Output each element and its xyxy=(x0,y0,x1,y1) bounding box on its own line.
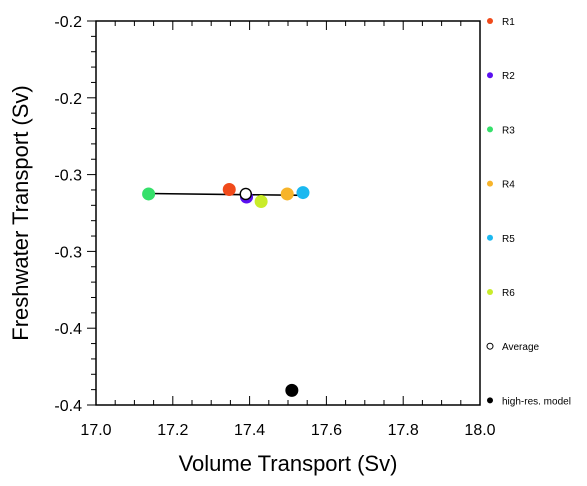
data-marks xyxy=(142,182,310,397)
data-point-r4 xyxy=(280,187,294,201)
legend-label-r3: R3 xyxy=(502,125,515,136)
legend-label-r4: R4 xyxy=(502,180,515,191)
legend-marker-r1 xyxy=(487,18,493,24)
x-tick-label: 17.8 xyxy=(388,422,419,439)
y-axis-ticks: -0.2 -0.2 -0.3 -0.3 -0.4 -0.4 xyxy=(54,14,96,415)
x-axis-ticks: 17.0 17.2 17.4 17.6 17.8 18.0 xyxy=(80,21,496,439)
y-tick-label: -0.4 xyxy=(54,398,82,415)
legend-label-r5: R5 xyxy=(502,234,515,245)
x-tick-label: 18.0 xyxy=(464,422,495,439)
y-axis-label: Freshwater Transport (Sv) xyxy=(8,85,33,341)
x-axis-label: Volume Transport (Sv) xyxy=(179,451,398,476)
legend-label-r1: R1 xyxy=(502,17,515,28)
legend-marker-r3 xyxy=(487,126,493,133)
data-point-r1 xyxy=(222,182,236,196)
x-tick-label: 17.6 xyxy=(311,422,342,439)
x-tick-label: 17.0 xyxy=(80,422,111,439)
y-tick-label: -0.4 xyxy=(54,321,82,338)
x-tick-label: 17.2 xyxy=(157,422,188,439)
legend-marker-average xyxy=(486,342,494,350)
legend-label-r6: R6 xyxy=(502,288,515,299)
legend-marker-r2 xyxy=(487,72,493,79)
data-point-average xyxy=(239,187,252,201)
data-point-r6 xyxy=(254,194,268,208)
y-tick-label: -0.2 xyxy=(54,14,82,31)
y-tick-label: -0.3 xyxy=(54,168,82,185)
legend: R1 R2 R3 R4 R5 R6 Average high-res. model xyxy=(486,17,571,407)
data-point-high-res-model xyxy=(285,383,299,397)
legend-marker-high-res-model xyxy=(487,397,493,404)
legend-marker-r6 xyxy=(487,289,493,295)
plot-frame xyxy=(95,20,481,406)
data-point-r5 xyxy=(296,186,310,200)
legend-label-high-res-model: high-res. model xyxy=(502,396,571,407)
legend-marker-r4 xyxy=(487,180,493,187)
y-tick-label: -0.2 xyxy=(54,91,82,108)
data-point-r3 xyxy=(142,187,156,201)
legend-marker-r5 xyxy=(487,234,493,241)
legend-label-average: Average xyxy=(502,342,540,353)
x-tick-label: 17.4 xyxy=(234,422,265,439)
y-tick-label: -0.3 xyxy=(54,244,82,261)
legend-label-r2: R2 xyxy=(502,71,515,82)
